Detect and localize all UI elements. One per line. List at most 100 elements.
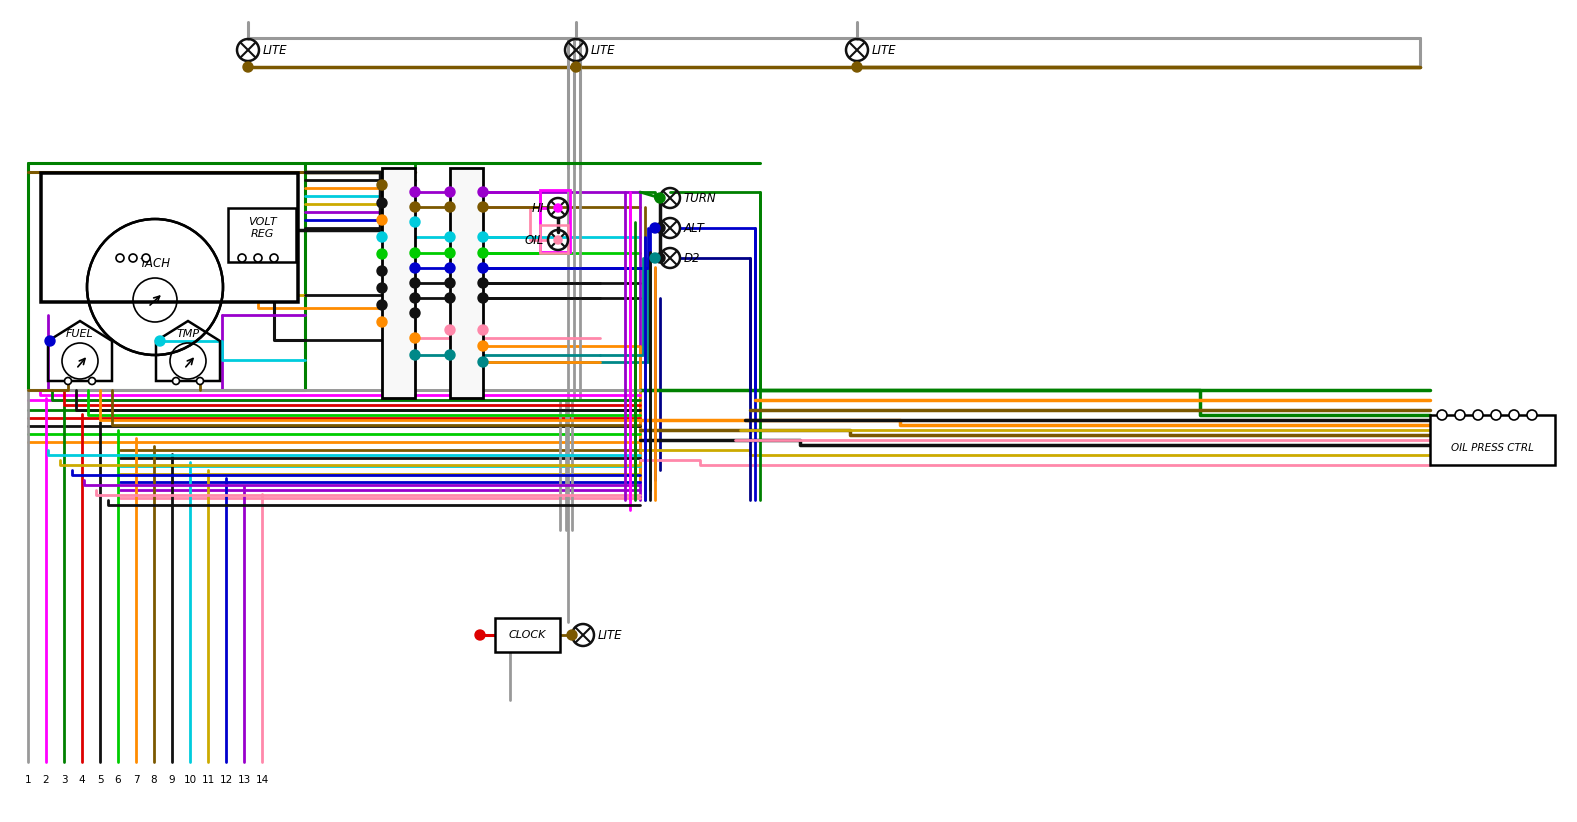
Circle shape [554,236,561,244]
Circle shape [377,249,386,259]
Circle shape [1490,410,1501,420]
Text: OIL PRESS CTRL: OIL PRESS CTRL [1451,443,1533,453]
FancyBboxPatch shape [229,208,296,262]
Circle shape [410,217,419,227]
Circle shape [254,254,262,262]
Circle shape [445,350,456,360]
Circle shape [377,266,386,276]
Circle shape [478,278,487,288]
Circle shape [377,198,386,208]
Circle shape [377,232,386,242]
Circle shape [410,202,419,212]
Circle shape [475,630,486,640]
Circle shape [1509,410,1519,420]
Circle shape [129,254,137,262]
Text: 1: 1 [25,775,32,785]
Circle shape [46,336,55,346]
Circle shape [197,377,203,385]
Text: VOLT
REG: VOLT REG [248,217,276,239]
Circle shape [1473,410,1482,420]
Circle shape [410,248,419,258]
Text: 8: 8 [151,775,158,785]
Circle shape [654,193,665,203]
Text: 14: 14 [255,775,268,785]
FancyBboxPatch shape [41,173,296,301]
Text: TURN: TURN [684,192,716,205]
Text: 5: 5 [96,775,104,785]
Text: FUEL: FUEL [66,329,95,339]
Circle shape [410,308,419,318]
FancyBboxPatch shape [495,618,560,652]
Text: TACH: TACH [139,256,170,270]
Text: LITE: LITE [263,44,287,57]
Text: 11: 11 [202,775,214,785]
FancyBboxPatch shape [382,168,415,398]
Circle shape [1456,410,1465,420]
Circle shape [142,254,150,262]
Circle shape [568,630,577,640]
Text: D2: D2 [684,252,700,265]
Circle shape [478,293,487,303]
Circle shape [571,62,580,72]
Circle shape [478,263,487,273]
Circle shape [377,317,386,327]
Text: OIL: OIL [525,233,544,247]
Circle shape [155,336,166,346]
FancyBboxPatch shape [449,168,483,398]
Circle shape [117,254,125,262]
Text: ALT: ALT [684,221,705,234]
Text: 3: 3 [60,775,68,785]
Circle shape [1527,410,1538,420]
Text: LITE: LITE [598,629,623,641]
Text: LITE: LITE [872,44,896,57]
Circle shape [88,377,96,385]
Circle shape [445,248,456,258]
Circle shape [478,357,487,367]
Circle shape [650,253,661,263]
Circle shape [377,283,386,293]
Circle shape [410,278,419,288]
Text: 10: 10 [183,775,197,785]
Circle shape [410,333,419,343]
Text: 4: 4 [79,775,85,785]
Circle shape [410,350,419,360]
Circle shape [478,248,487,258]
Text: CLOCK: CLOCK [508,630,546,640]
Circle shape [172,377,180,385]
Text: 6: 6 [115,775,121,785]
Circle shape [65,377,71,385]
Circle shape [1437,410,1448,420]
Circle shape [445,202,456,212]
Circle shape [410,293,419,303]
Text: 7: 7 [132,775,139,785]
Text: LITE: LITE [591,44,615,57]
Circle shape [478,232,487,242]
Circle shape [445,263,456,273]
Circle shape [445,293,456,303]
Text: 2: 2 [43,775,49,785]
Text: 13: 13 [238,775,251,785]
Circle shape [852,62,863,72]
Circle shape [654,253,665,263]
Circle shape [377,300,386,310]
Circle shape [238,254,246,262]
Circle shape [445,325,456,335]
Circle shape [650,223,661,233]
Circle shape [445,187,456,197]
Circle shape [554,204,561,212]
Text: 9: 9 [169,775,175,785]
Circle shape [478,187,487,197]
FancyBboxPatch shape [39,172,298,302]
Circle shape [410,187,419,197]
Circle shape [445,232,456,242]
Circle shape [243,62,252,72]
Circle shape [270,254,278,262]
Circle shape [445,278,456,288]
Circle shape [478,325,487,335]
Circle shape [377,180,386,190]
Text: 12: 12 [219,775,233,785]
Circle shape [478,202,487,212]
FancyBboxPatch shape [1430,415,1555,465]
Circle shape [478,341,487,351]
Circle shape [410,263,419,273]
